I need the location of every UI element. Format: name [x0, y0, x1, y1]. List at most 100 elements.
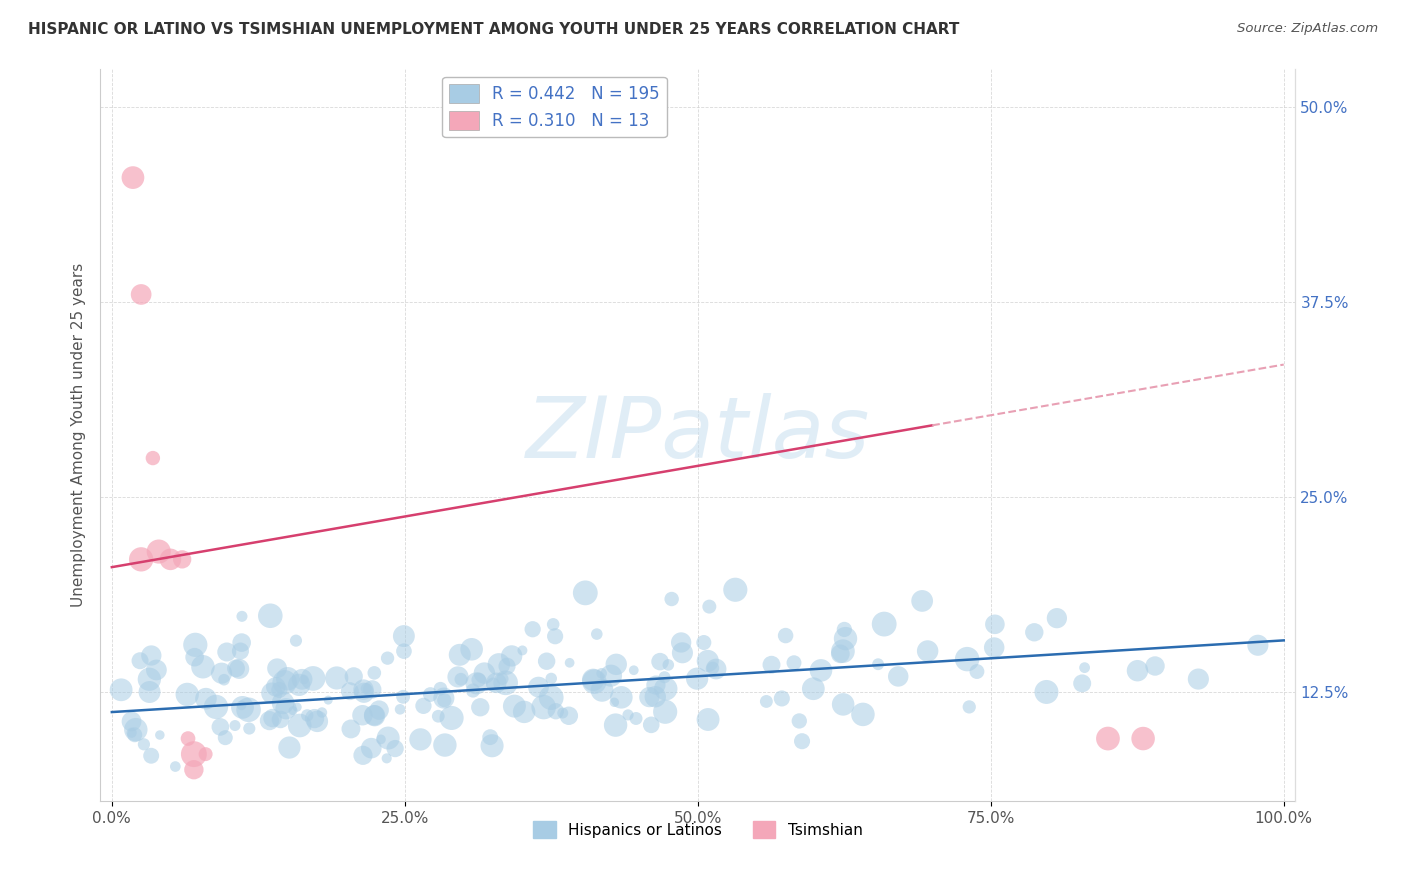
Point: [661, 592, 683, 607]
Point: [325, 671, 347, 685]
Point: [412, 698, 434, 713]
Point: [273, 675, 295, 690]
Point: [957, 699, 980, 714]
Point: [278, 740, 301, 755]
Point: [149, 728, 172, 742]
Point: [447, 670, 470, 684]
Point: [638, 690, 661, 705]
Point: [228, 662, 250, 676]
Point: [238, 722, 260, 736]
Point: [956, 652, 979, 666]
Point: [212, 673, 235, 687]
Point: [353, 682, 375, 697]
Point: [125, 723, 148, 737]
Point: [644, 690, 666, 704]
Point: [1187, 672, 1209, 686]
Point: [224, 718, 246, 732]
Point: [285, 633, 308, 648]
Point: [269, 682, 291, 697]
Point: [832, 698, 855, 712]
Point: [311, 706, 333, 720]
Point: [353, 686, 375, 700]
Point: [183, 763, 205, 777]
Point: [142, 451, 165, 466]
Point: [377, 731, 399, 745]
Point: [238, 703, 260, 717]
Point: [617, 707, 640, 722]
Point: [512, 643, 534, 657]
Point: [121, 725, 143, 739]
Point: [585, 627, 607, 641]
Point: [495, 675, 517, 690]
Point: [1071, 676, 1094, 690]
Point: [655, 681, 678, 696]
Point: [482, 677, 505, 691]
Point: [184, 638, 207, 652]
Text: ZIPatlas: ZIPatlas: [526, 393, 870, 476]
Point: [429, 681, 451, 696]
Point: [384, 741, 406, 756]
Point: [640, 718, 662, 732]
Point: [810, 664, 832, 678]
Point: [654, 670, 676, 684]
Point: [868, 657, 890, 672]
Point: [259, 608, 281, 623]
Point: [138, 685, 160, 699]
Point: [302, 672, 325, 686]
Point: [966, 665, 988, 679]
Point: [834, 623, 856, 637]
Point: [433, 691, 456, 706]
Point: [145, 663, 167, 677]
Point: [671, 646, 693, 660]
Point: [363, 708, 385, 723]
Point: [141, 748, 163, 763]
Point: [389, 702, 412, 716]
Point: [214, 731, 236, 745]
Point: [755, 694, 778, 708]
Point: [873, 617, 896, 632]
Point: [129, 654, 152, 668]
Point: [1097, 731, 1119, 746]
Point: [669, 635, 692, 649]
Point: [259, 714, 281, 728]
Point: [1035, 685, 1057, 699]
Point: [551, 706, 574, 720]
Point: [558, 708, 581, 723]
Point: [124, 728, 146, 742]
Point: [375, 751, 398, 765]
Point: [285, 700, 308, 714]
Point: [657, 657, 679, 672]
Point: [450, 672, 472, 686]
Point: [183, 650, 205, 665]
Point: [536, 654, 558, 668]
Point: [433, 693, 456, 707]
Point: [1143, 659, 1166, 673]
Point: [558, 656, 581, 670]
Point: [470, 700, 492, 714]
Point: [541, 617, 564, 632]
Point: [461, 683, 484, 698]
Point: [316, 693, 339, 707]
Point: [427, 709, 450, 723]
Point: [209, 720, 232, 734]
Point: [231, 635, 253, 649]
Point: [211, 666, 233, 681]
Point: [231, 700, 253, 714]
Point: [984, 617, 1007, 632]
Point: [1024, 625, 1046, 640]
Point: [343, 669, 366, 683]
Point: [654, 705, 676, 719]
Point: [360, 741, 382, 756]
Point: [832, 644, 855, 658]
Point: [194, 747, 217, 761]
Point: [274, 702, 297, 716]
Text: HISPANIC OR LATINO VS TSIMSHIAN UNEMPLOYMENT AMONG YOUTH UNDER 25 YEARS CORRELAT: HISPANIC OR LATINO VS TSIMSHIAN UNEMPLOY…: [28, 22, 959, 37]
Point: [724, 582, 747, 597]
Point: [696, 654, 718, 668]
Point: [354, 681, 377, 696]
Point: [491, 672, 513, 686]
Point: [527, 680, 550, 694]
Point: [176, 687, 198, 701]
Point: [307, 714, 329, 729]
Point: [191, 659, 214, 673]
